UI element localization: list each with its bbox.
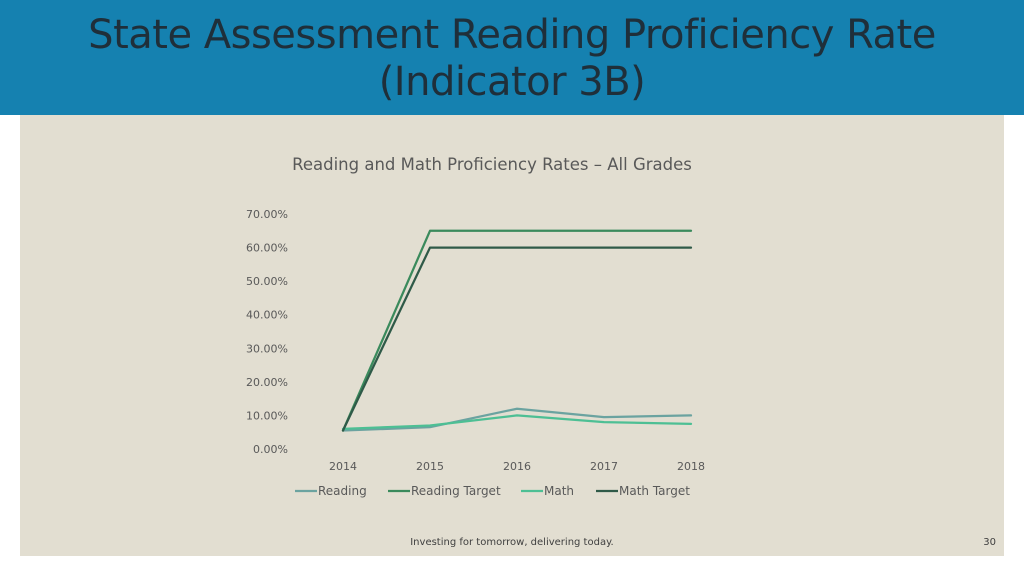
legend-label: Math Target bbox=[619, 484, 690, 498]
y-tick-label: 70.00% bbox=[246, 208, 288, 221]
series-line-reading-target bbox=[341, 229, 693, 432]
x-tick-label: 2016 bbox=[503, 460, 531, 473]
x-axis: 2014 2015 2016 2017 2018 bbox=[329, 460, 705, 473]
y-axis: 0.00% 10.00% 20.00% 30.00% 40.00% 50.00% 60.00… bbox=[246, 208, 288, 456]
y-tick-label: 10.00% bbox=[246, 409, 288, 422]
y-tick-label: 40.00% bbox=[246, 309, 288, 322]
series-line-reading bbox=[341, 407, 693, 432]
legend-item-reading: Reading bbox=[295, 484, 367, 498]
x-tick-label: 2014 bbox=[329, 460, 357, 473]
slide-title: State Assessment Reading Proficiency Rat… bbox=[0, 12, 1024, 106]
series-line-math bbox=[341, 414, 693, 430]
legend-item-math: Math bbox=[521, 484, 574, 498]
x-tick-label: 2015 bbox=[416, 460, 444, 473]
legend: Reading Reading Target Math Math Target bbox=[295, 484, 690, 498]
y-tick-label: 50.00% bbox=[246, 275, 288, 288]
legend-label: Reading bbox=[318, 484, 367, 498]
series-lines bbox=[341, 229, 693, 432]
slide-title-line2: (Indicator 3B) bbox=[378, 59, 646, 105]
y-tick-label: 20.00% bbox=[246, 376, 288, 389]
legend-label: Reading Target bbox=[411, 484, 501, 498]
footer-tagline: Investing for tomorrow, delivering today… bbox=[410, 537, 614, 548]
slide-header bbox=[0, 0, 1024, 115]
legend-label: Math bbox=[544, 484, 574, 498]
x-tick-label: 2017 bbox=[590, 460, 618, 473]
chart-panel bbox=[20, 115, 1004, 556]
page-number: 30 bbox=[983, 537, 996, 548]
y-tick-label: 60.00% bbox=[246, 242, 288, 255]
slide-title-line1: State Assessment Reading Proficiency Rat… bbox=[88, 12, 936, 58]
y-tick-label: 0.00% bbox=[253, 443, 288, 456]
x-tick-label: 2018 bbox=[677, 460, 705, 473]
chart-title: Reading and Math Proficiency Rates – All… bbox=[292, 155, 692, 174]
series-line-math-target bbox=[341, 246, 693, 432]
legend-item-reading-target: Reading Target bbox=[388, 484, 501, 498]
y-tick-label: 30.00% bbox=[246, 342, 288, 355]
legend-item-math-target: Math Target bbox=[596, 484, 690, 498]
